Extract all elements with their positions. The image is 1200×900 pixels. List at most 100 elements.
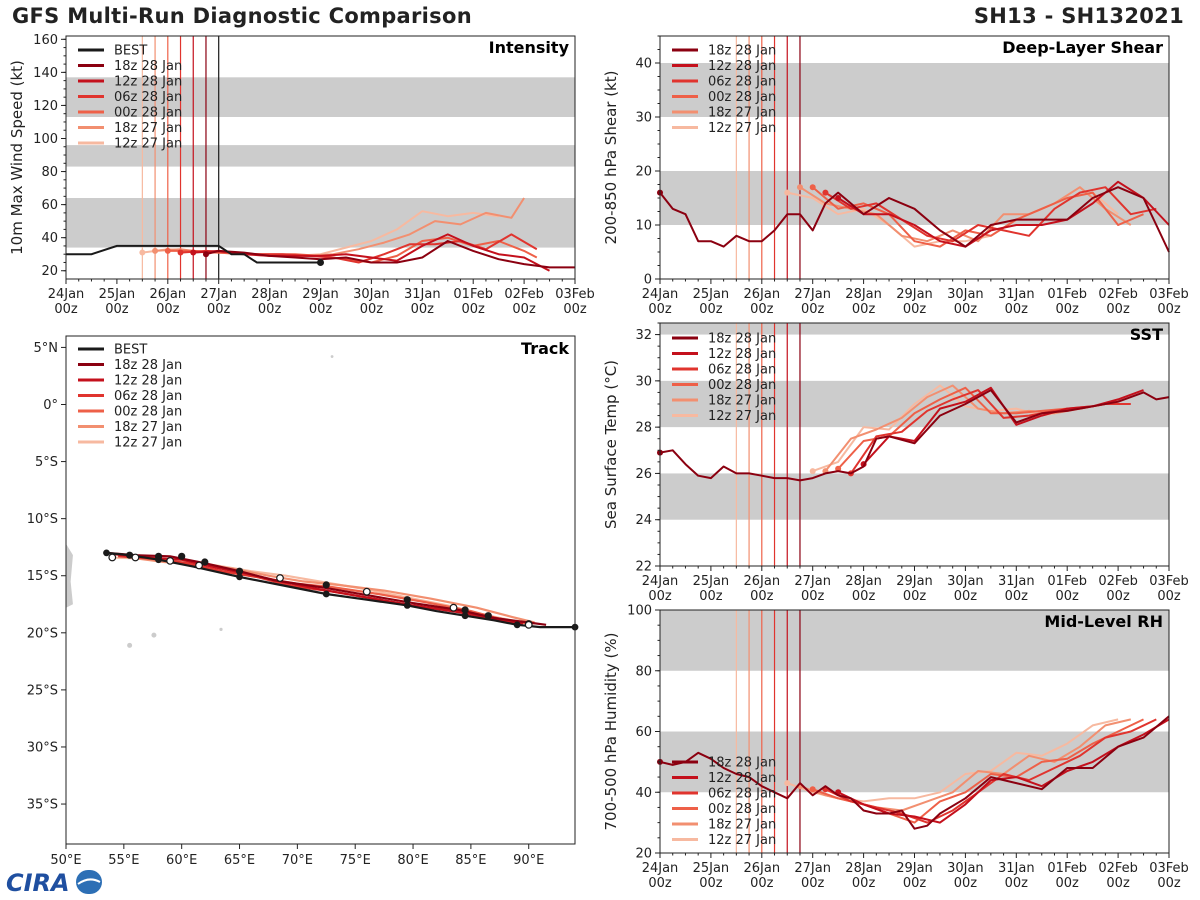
track-marker-open xyxy=(166,556,175,565)
shear-xtick-label: 26Jan xyxy=(744,287,781,302)
track-marker-open xyxy=(131,553,140,562)
track-ytick-label: 35°S xyxy=(27,798,58,813)
cira-logo-text: CIRA xyxy=(6,869,70,897)
track-best-marker xyxy=(236,573,243,581)
track-marker-open xyxy=(108,553,117,562)
rh-xtick-label: 02Feb xyxy=(1098,861,1138,876)
sst-band-2 xyxy=(660,323,1169,335)
intensity-xtick-label: 00z xyxy=(54,302,78,317)
track-title: Track xyxy=(521,339,569,358)
intensity-band-0 xyxy=(66,198,575,248)
intensity-init-point xyxy=(139,249,146,256)
sst-xtick-label: 29Jan xyxy=(896,574,933,589)
rh-ylabel: 700-500 hPa Humidity (%) xyxy=(602,632,620,830)
intensity-ytick-label: 40 xyxy=(41,231,58,246)
intensity-ytick-label: 60 xyxy=(41,198,58,213)
sst-ytick-label: 28 xyxy=(635,421,652,436)
shear-xtick-label: 02Feb xyxy=(1098,287,1138,302)
intensity-legend-label: 06z 28 Jan xyxy=(114,90,182,105)
intensity-xtick-label: 00z xyxy=(411,302,435,317)
shear-legend-label: 00z 28 Jan xyxy=(708,90,776,105)
intensity-title: Intensity xyxy=(489,38,570,57)
intensity-init-point xyxy=(152,247,159,254)
track-xtick-label: 60°E xyxy=(166,853,197,868)
intensity-xtick-label: 03Feb xyxy=(555,287,595,302)
shear-title: Deep-Layer Shear xyxy=(1002,38,1163,57)
rh-xtick-label: 00z xyxy=(1106,876,1130,891)
intensity-xtick-label: 00z xyxy=(105,302,129,317)
rh-band-1 xyxy=(660,610,1169,671)
rh-legend-label: 18z 27 Jan xyxy=(708,818,776,833)
sst-legend-label: 18z 27 Jan xyxy=(708,394,776,409)
intensity-legend-label: 18z 28 Jan xyxy=(114,59,182,74)
shear-xtick-label: 00z xyxy=(903,302,927,317)
rh-xtick-label: 27Jan xyxy=(794,861,831,876)
intensity-xtick-label: 00z xyxy=(258,302,282,317)
rh-xtick-label: 00z xyxy=(1005,876,1029,891)
intensity-best-end-point xyxy=(317,258,324,266)
shear-series-18z-28-Jan xyxy=(659,186,1170,253)
shear-band-1 xyxy=(660,63,1169,117)
intensity-ylabel: 10m Max Wind Speed (kt) xyxy=(8,60,26,255)
sst-xtick-label: 02Feb xyxy=(1098,574,1138,589)
sst-title: SST xyxy=(1130,325,1163,344)
rh-panel: 2040608010024Jan00z25Jan00z26Jan00z27Jan… xyxy=(602,604,1189,892)
shear-xtick-label: 00z xyxy=(954,302,978,317)
track-series-18z-28-Jan xyxy=(106,551,547,626)
intensity-xtick-label: 27Jan xyxy=(200,287,237,302)
shear-xtick-label: 00z xyxy=(750,302,774,317)
sst-xtick-label: 03Feb xyxy=(1149,574,1189,589)
rh-xtick-label: 29Jan xyxy=(896,861,933,876)
intensity-xtick-label: 00z xyxy=(156,302,180,317)
track-best-marker xyxy=(322,590,330,598)
sst-xtick-label: 24Jan xyxy=(642,574,679,589)
rh-xtick-label: 24Jan xyxy=(642,861,679,876)
track-best-marker xyxy=(155,556,162,564)
rh-xtick-label: 00z xyxy=(750,876,774,891)
track-xtick-label: 55°E xyxy=(108,853,139,868)
intensity-legend-label: 18z 27 Jan xyxy=(114,121,182,136)
track-marker-filled xyxy=(484,612,492,620)
intensity-init-point xyxy=(202,251,209,258)
sst-xtick-label: 26Jan xyxy=(744,574,781,589)
intensity-xtick-label: 00z xyxy=(207,302,231,317)
rh-xtick-label: 00z xyxy=(801,876,825,891)
sst-xtick-label: 00z xyxy=(699,589,723,604)
sst-xtick-label: 00z xyxy=(1157,589,1181,604)
intensity-xtick-label: 02Feb xyxy=(504,287,544,302)
rh-ytick-label: 40 xyxy=(635,786,652,801)
island-mauritius xyxy=(151,632,157,638)
sst-xtick-label: 01Feb xyxy=(1047,574,1087,589)
track-ytick-label: 0° xyxy=(43,398,58,413)
track-ytick-label: 20°S xyxy=(27,626,58,641)
intensity-ytick-label: 20 xyxy=(41,264,58,279)
shear-init-point xyxy=(809,184,816,191)
track-xtick-label: 75°E xyxy=(340,853,371,868)
sst-band-0 xyxy=(660,473,1169,520)
rh-ytick-label: 20 xyxy=(635,847,652,862)
rh-init-point xyxy=(809,786,816,793)
track-marker-open xyxy=(276,574,284,582)
track-marker-filled xyxy=(322,581,330,589)
shear-ytick-label: 30 xyxy=(635,111,652,126)
intensity-xtick-label: 25Jan xyxy=(99,287,136,302)
shear-xtick-label: 28Jan xyxy=(845,287,882,302)
sst-init-point xyxy=(809,468,816,475)
shear-legend-label: 18z 27 Jan xyxy=(708,106,776,121)
island-maldives xyxy=(330,355,334,358)
track-legend-label: 00z 28 Jan xyxy=(114,405,182,420)
rh-band-0 xyxy=(660,731,1169,793)
sst-xtick-label: 00z xyxy=(852,589,876,604)
rh-legend-label: 18z 28 Jan xyxy=(708,756,776,771)
sst-ytick-label: 26 xyxy=(635,467,652,482)
shear-xtick-label: 01Feb xyxy=(1047,287,1087,302)
shear-xtick-label: 00z xyxy=(648,302,672,317)
intensity-ytick-label: 160 xyxy=(33,33,58,48)
shear-ylabel: 200-850 hPa Shear (kt) xyxy=(602,71,620,245)
sst-ytick-label: 32 xyxy=(635,328,652,343)
track-marker-open xyxy=(524,620,533,629)
rh-xtick-label: 00z xyxy=(954,876,978,891)
track-legend-label: 18z 27 Jan xyxy=(114,420,182,435)
page-title: GFS Multi-Run Diagnostic Comparison xyxy=(12,4,472,28)
globe-icon xyxy=(76,870,102,894)
